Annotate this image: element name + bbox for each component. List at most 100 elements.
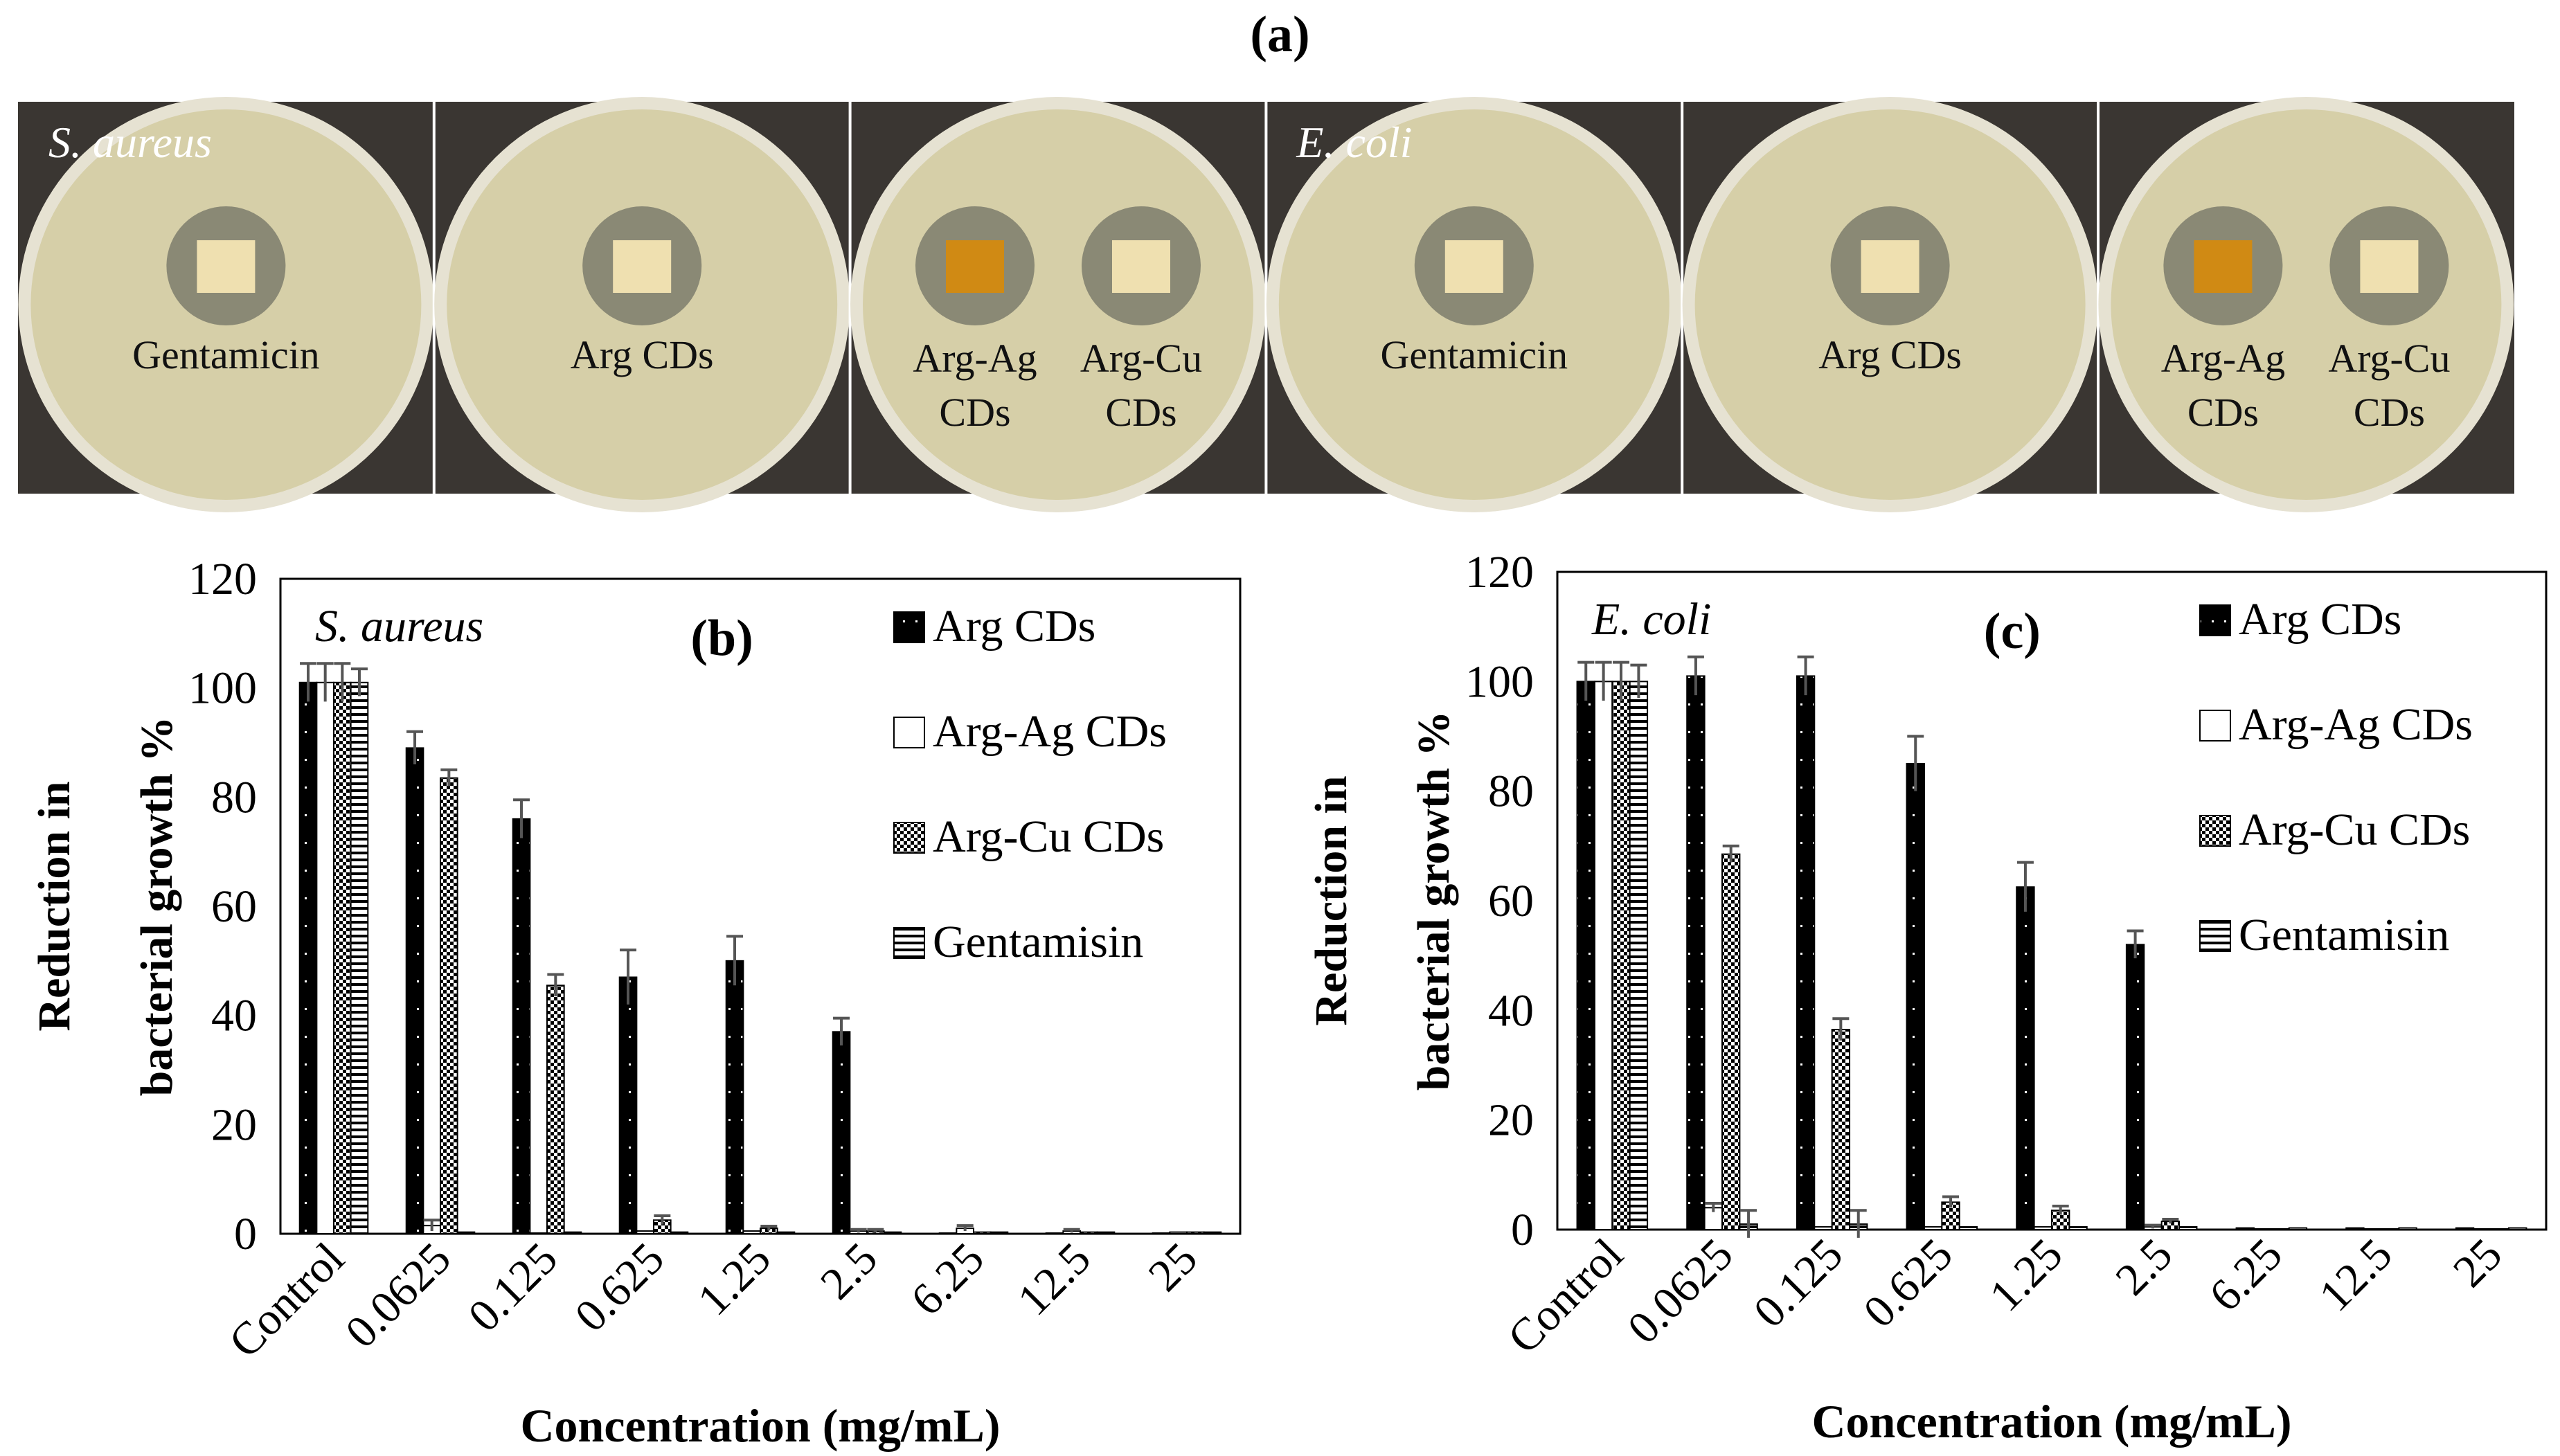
legend-label: Gentamisin bbox=[2239, 910, 2449, 960]
y-axis-label: bacterial growth % bbox=[132, 717, 182, 1097]
bar bbox=[2288, 1227, 2308, 1230]
species-label: S. aureus bbox=[48, 118, 212, 167]
petri-dishes: Gentamicin S. aureus Arg CDs Arg-Ag CDs Arg-C… bbox=[18, 97, 2514, 512]
bar bbox=[618, 976, 638, 1234]
bar bbox=[405, 747, 424, 1234]
petri-dish: Gentamicin S. aureus bbox=[18, 97, 434, 512]
x-tick-label: 0.0625 bbox=[1618, 1229, 1743, 1354]
bar bbox=[546, 985, 565, 1235]
bar bbox=[2016, 886, 2035, 1231]
plate-label: Arg CDs bbox=[571, 332, 714, 377]
plate-label: CDs bbox=[2187, 390, 2259, 435]
petri-dish: Arg CDs bbox=[1681, 97, 2098, 512]
chart-panel-c: 0 20 40 60 80 100 120 Reduction in bacterial gro… bbox=[1306, 547, 2548, 1448]
y-tick-label: 100 bbox=[188, 663, 257, 714]
bar bbox=[670, 1231, 689, 1235]
dish-agar bbox=[2111, 109, 2502, 500]
bar bbox=[1796, 675, 1816, 1230]
legend-swatch bbox=[893, 717, 925, 748]
y-tick-label: 80 bbox=[1488, 766, 1534, 817]
x-tick-label: 0.0625 bbox=[336, 1233, 460, 1358]
species-label: E. coli bbox=[1296, 118, 1412, 167]
bar bbox=[1045, 1232, 1064, 1234]
bar bbox=[1906, 763, 1925, 1231]
bar bbox=[2178, 1226, 2198, 1230]
bar bbox=[529, 1232, 548, 1234]
y-tick-label: 0 bbox=[234, 1209, 257, 1259]
plate-label: Arg CDs bbox=[1818, 332, 1962, 377]
bar bbox=[2490, 1228, 2510, 1230]
x-axis-label: Concentration (mg/mL) bbox=[1811, 1395, 2291, 1448]
legend-label: Arg CDs bbox=[933, 601, 1095, 651]
species-annotation: S. aureus bbox=[315, 601, 483, 651]
legend-swatch bbox=[2199, 710, 2231, 742]
sample-disk bbox=[1444, 240, 1503, 293]
bar bbox=[1152, 1232, 1171, 1234]
bar bbox=[333, 681, 352, 1234]
x-tick-label: 0.625 bbox=[565, 1233, 674, 1342]
legend-label: Arg-Ag CDs bbox=[2239, 699, 2473, 750]
bar bbox=[1721, 853, 1741, 1231]
x-tick-label: 1.25 bbox=[688, 1233, 780, 1325]
bar bbox=[1169, 1231, 1188, 1235]
bar bbox=[1958, 1226, 1978, 1230]
bar bbox=[512, 818, 531, 1235]
legend-label: Arg-Cu CDs bbox=[2239, 805, 2470, 855]
x-tick-label: 1.25 bbox=[1980, 1229, 2072, 1321]
legend-label: Arg-Ag CDs bbox=[933, 706, 1167, 757]
y-axis-label: Reduction in bbox=[29, 781, 80, 1031]
sample-disk bbox=[1861, 240, 1919, 293]
bar bbox=[2235, 1227, 2255, 1230]
bar bbox=[2068, 1226, 2088, 1230]
plate-label: CDs bbox=[939, 390, 1010, 435]
legend-label: Arg-Cu CDs bbox=[933, 811, 1164, 862]
x-tick-label: 2.5 bbox=[811, 1233, 887, 1309]
y-tick-label: 0 bbox=[1511, 1205, 1534, 1255]
y-tick-label: 120 bbox=[188, 554, 257, 604]
plot-frame bbox=[1556, 570, 2548, 1231]
bar bbox=[1831, 1029, 1851, 1230]
panel-label: (b) bbox=[690, 610, 753, 667]
y-tick-label: 40 bbox=[211, 991, 257, 1041]
bar bbox=[1186, 1231, 1205, 1235]
y-tick-label: 80 bbox=[211, 772, 257, 823]
plate-label: Arg-Ag bbox=[2161, 336, 2285, 381]
bar bbox=[2345, 1227, 2365, 1230]
bar bbox=[1629, 681, 1649, 1230]
bar bbox=[1686, 675, 1706, 1230]
x-tick-label: 0.625 bbox=[1854, 1229, 1962, 1338]
bar bbox=[456, 1231, 476, 1235]
bar bbox=[990, 1231, 1009, 1235]
x-tick-label: 25 bbox=[1139, 1233, 1207, 1301]
x-tick-label: 0.125 bbox=[1744, 1229, 1853, 1338]
y-axis-label: bacterial growth % bbox=[1408, 711, 1459, 1091]
legend-swatch bbox=[893, 822, 925, 854]
y-tick-label: 100 bbox=[1465, 656, 1534, 707]
x-tick-label: 12.5 bbox=[2309, 1229, 2401, 1321]
bar bbox=[316, 681, 334, 1234]
bar bbox=[1080, 1231, 1098, 1235]
x-axis-label: Concentration (mg/mL) bbox=[520, 1399, 1000, 1452]
bar bbox=[563, 1231, 582, 1235]
plot-frame bbox=[279, 577, 1242, 1235]
petri-dish: Arg CDs bbox=[432, 97, 850, 512]
petri-dish: Gentamicin E. coli bbox=[1264, 97, 1682, 512]
bar bbox=[742, 1230, 761, 1235]
plate-label: Gentamicin bbox=[1381, 332, 1568, 377]
sample-disk bbox=[2360, 240, 2419, 293]
x-tick-label: 0.125 bbox=[458, 1233, 567, 1342]
y-tick-label: 20 bbox=[211, 1099, 257, 1150]
petri-dish: Arg-Ag CDs Arg-Cu CDs bbox=[848, 97, 1266, 512]
y-tick-label: 20 bbox=[1488, 1095, 1534, 1146]
sample-disk bbox=[197, 240, 256, 293]
bar bbox=[2271, 1228, 2290, 1230]
x-tick-label: 6.25 bbox=[2200, 1229, 2292, 1321]
x-tick-label: 2.5 bbox=[2106, 1229, 2182, 1305]
bar bbox=[938, 1232, 958, 1234]
legend-label: Arg CDs bbox=[2239, 594, 2401, 645]
plate-label: Arg-Ag bbox=[913, 336, 1037, 381]
bar bbox=[636, 1230, 654, 1235]
x-tick-label: 12.5 bbox=[1008, 1233, 1100, 1325]
bar bbox=[1593, 681, 1613, 1230]
